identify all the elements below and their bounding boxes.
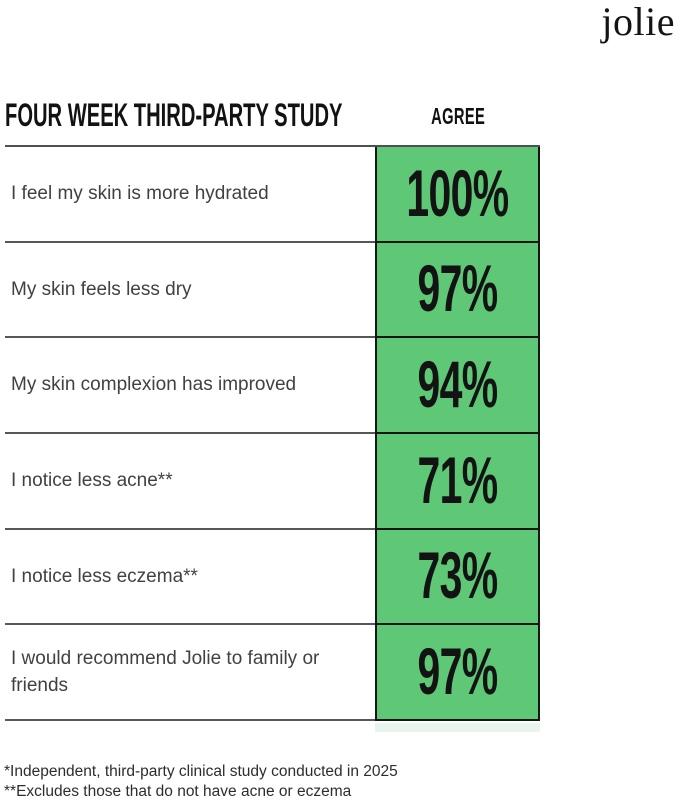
study-title-text: FOUR WEEK THIRD-PARTY STUDY <box>5 97 343 133</box>
agree-percent-cell: 94% <box>375 338 540 434</box>
statement-cell: I notice less eczema** <box>5 529 375 626</box>
agree-percent-value: 100% <box>406 155 509 230</box>
agree-percent-cell: 97% <box>375 625 540 721</box>
agree-column-header: AGREE <box>378 105 538 128</box>
agree-percent-value: 97% <box>417 251 498 326</box>
statement-text: My skin complexion has improved <box>11 374 297 396</box>
green-column-shadow <box>375 723 540 732</box>
statement-cell: I would recommend Jolie to family or fri… <box>5 625 375 721</box>
agree-percent-value: 71% <box>417 442 498 517</box>
study-title: FOUR WEEK THIRD-PARTY STUDY <box>5 99 541 131</box>
statement-text: I would recommend Jolie to family or fri… <box>11 647 320 697</box>
agree-percent-value: 97% <box>417 634 498 709</box>
agree-percent-cell: 71% <box>375 433 540 530</box>
footnotes: *Independent, third-party clinical study… <box>4 762 398 801</box>
statement-cell: My skin complexion has improved <box>5 338 375 434</box>
statement-text: I feel my skin is more hydrated <box>11 183 269 205</box>
statement-text: My skin feels less dry <box>11 278 192 300</box>
agree-percent-cell: 100% <box>375 147 540 243</box>
agree-percent-cell: 97% <box>375 242 540 339</box>
statement-cell: My skin feels less dry <box>5 242 375 339</box>
footnote-exclusions: **Excludes those that do not have acne o… <box>4 782 352 800</box>
agree-column-header-text: AGREE <box>431 103 485 129</box>
footnote-study-source: *Independent, third-party clinical study… <box>4 763 398 780</box>
statement-text: I notice less acne** <box>11 470 173 492</box>
statement-cell: I feel my skin is more hydrated <box>5 147 375 243</box>
statement-cell: I notice less acne** <box>5 433 375 530</box>
agree-percent-cell: 73% <box>375 529 540 626</box>
jolie-brand-logo: jolie <box>601 0 675 44</box>
statement-text: I notice less eczema** <box>11 565 198 587</box>
agree-percent-value: 94% <box>417 347 498 422</box>
study-table: I feel my skin is more hydrated 100% My sk… <box>5 145 540 721</box>
agree-percent-value: 73% <box>417 538 498 613</box>
